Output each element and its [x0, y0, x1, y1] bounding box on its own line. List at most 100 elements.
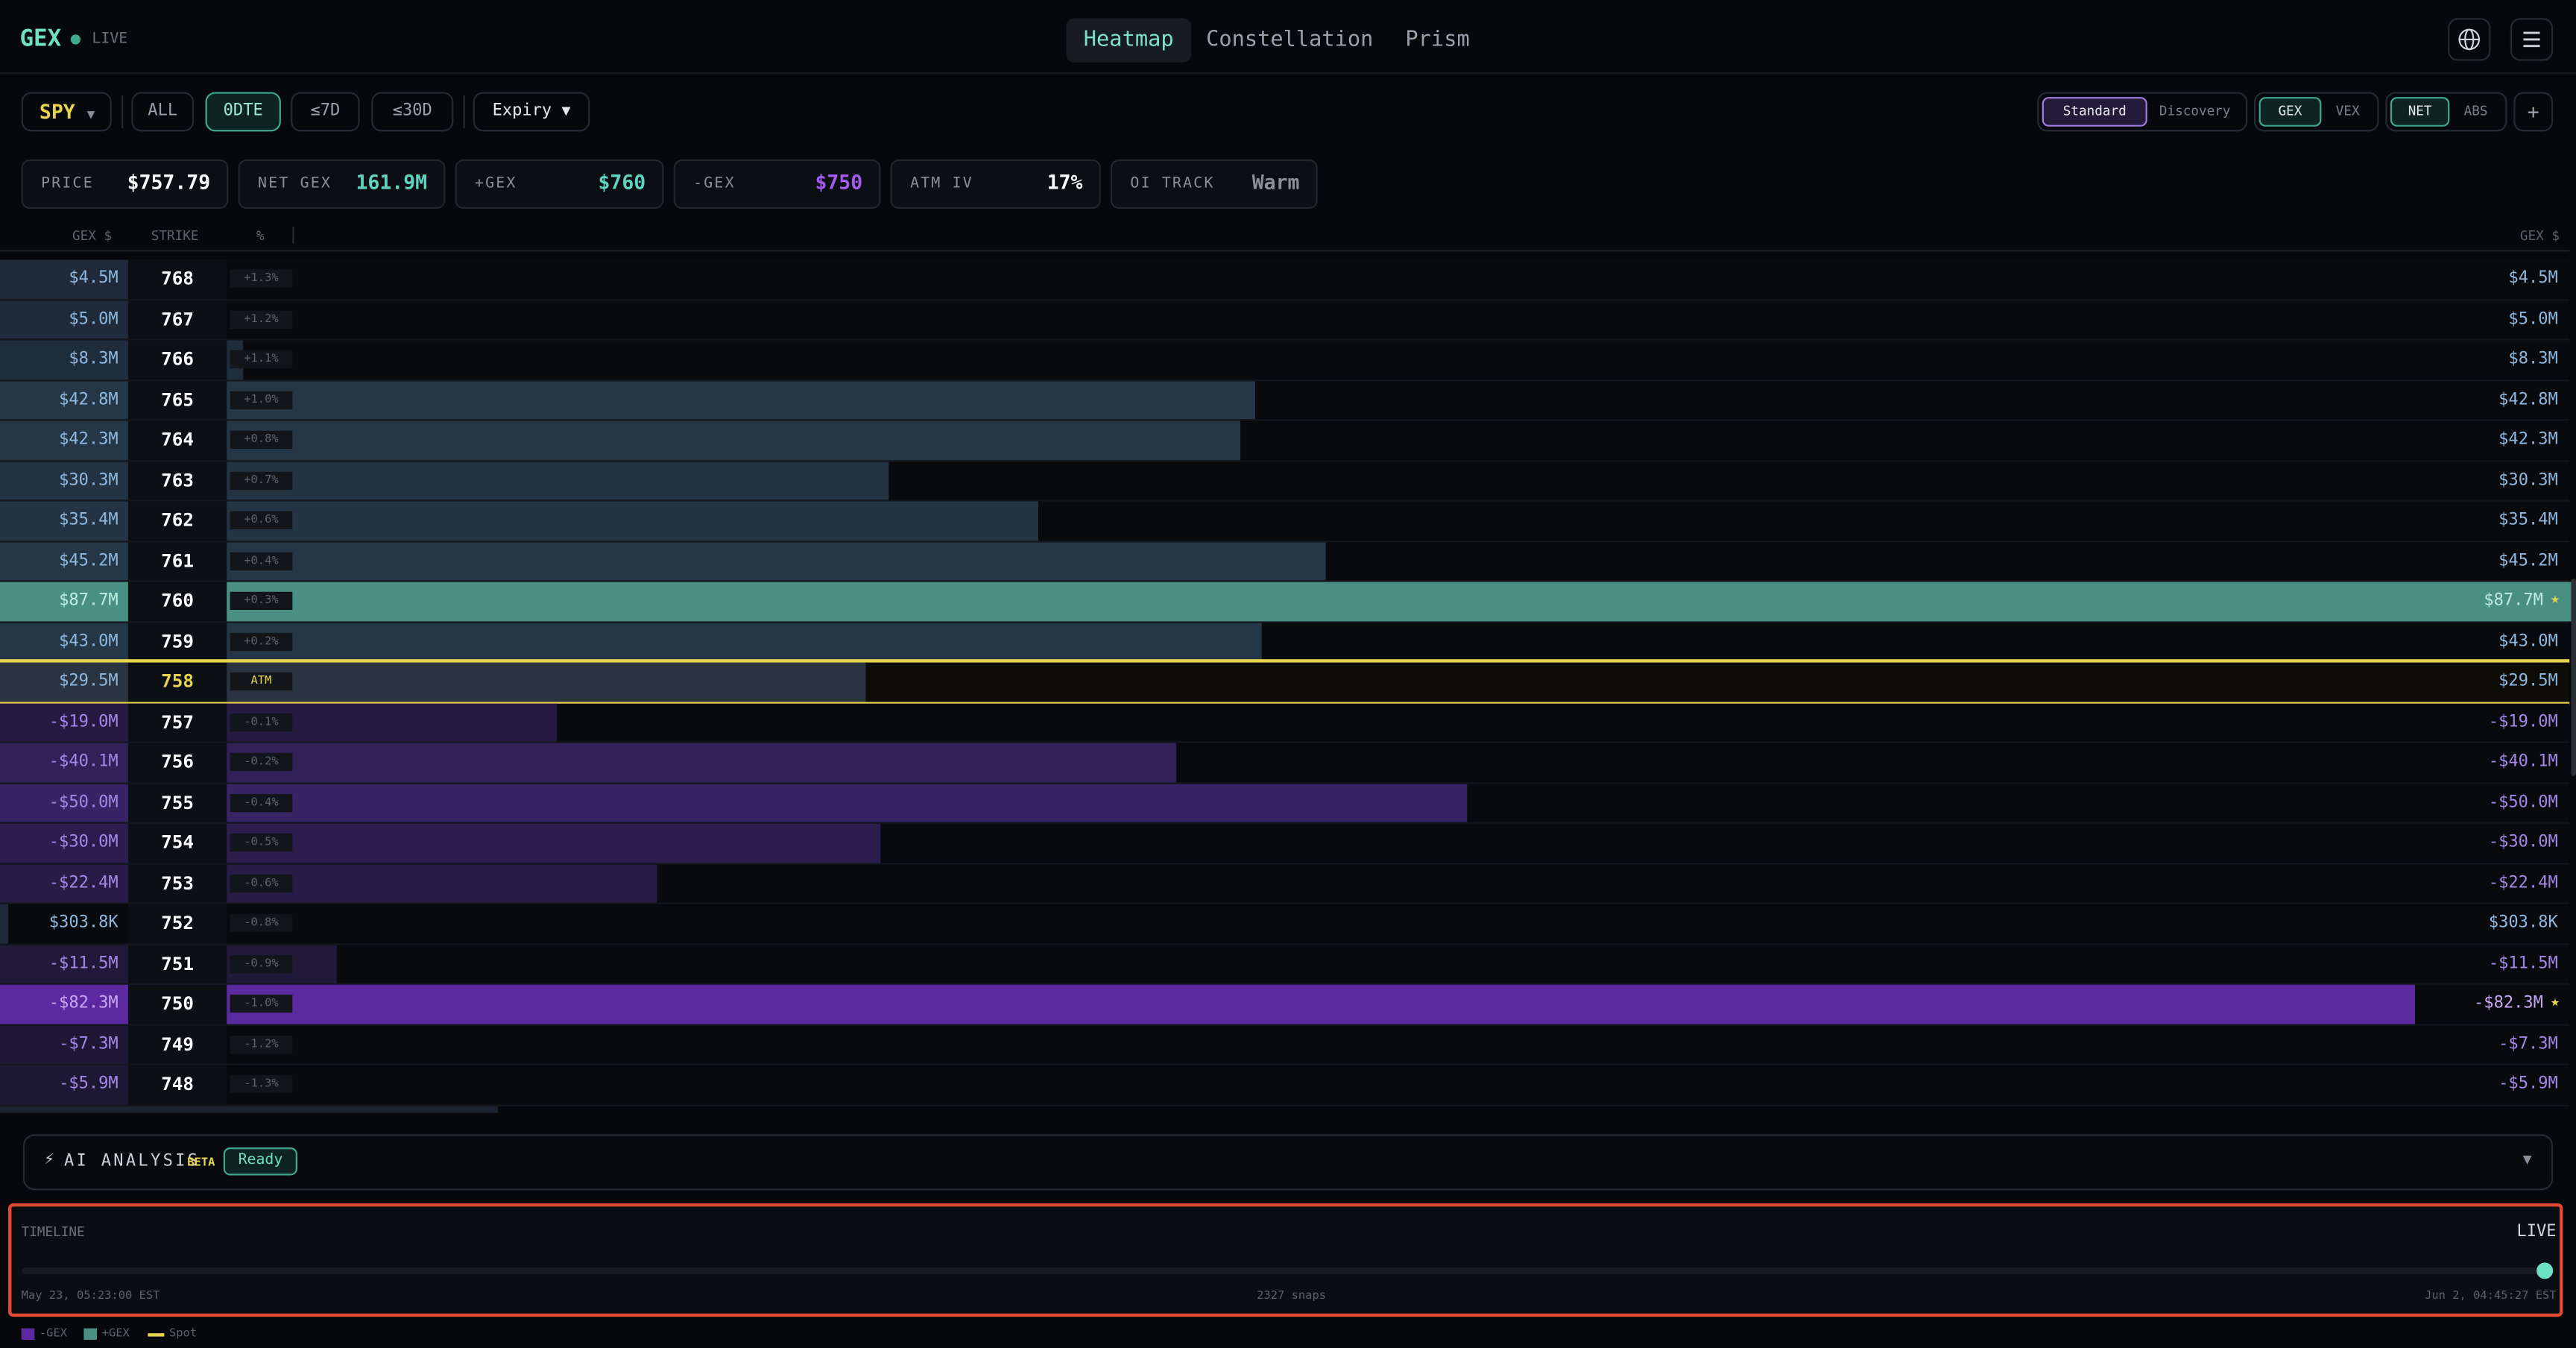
- strike-cell: [127, 783, 227, 822]
- status: LIVE: [92, 31, 128, 48]
- pct-cell: [230, 752, 293, 772]
- toggle[interactable]: VEX: [2335, 103, 2360, 119]
- pct: ATM: [250, 674, 272, 687]
- gex-label: -$50.0M: [48, 793, 119, 812]
- pct: +1.2%: [244, 311, 279, 325]
- strike-row[interactable]: -$50.0M 755 -0.4% -$50.0M: [0, 783, 2570, 824]
- row-divider: [0, 298, 2570, 300]
- toggle[interactable]: Standard: [2042, 97, 2147, 127]
- expiry-filter[interactable]: ≤7D: [291, 92, 360, 132]
- stat-card: OI TRACK Warm: [1110, 159, 1318, 210]
- strike-row[interactable]: $42.3M 764 +0.8% $42.3M: [0, 421, 2570, 462]
- tab[interactable]: Heatmap: [1066, 18, 1191, 63]
- symbol-select[interactable]: SPY ▼: [21, 92, 112, 132]
- strike-row[interactable]: $30.3M 763 +0.7% $30.3M: [0, 461, 2570, 502]
- timeline-track[interactable]: [21, 1267, 2545, 1274]
- pct: +0.6%: [244, 512, 279, 526]
- strike-row[interactable]: -$11.5M 751 -0.9% -$11.5M: [0, 944, 2570, 985]
- row-divider: [0, 1063, 2570, 1065]
- expiry-filter[interactable]: ALL: [131, 92, 195, 132]
- strike: 748: [161, 1073, 194, 1095]
- timeline-handle[interactable]: [2536, 1262, 2554, 1279]
- stat-value: $760: [598, 171, 646, 195]
- timeline-count: 2327 snaps: [1257, 1288, 1327, 1303]
- strike-cell: [127, 380, 227, 420]
- gex-label-right: -$50.0M: [2488, 793, 2558, 812]
- stat-card: +GEX $760: [455, 159, 664, 210]
- toggle[interactable]: NET: [2390, 97, 2450, 127]
- pct: -1.0%: [244, 996, 279, 1010]
- header-divider: [0, 250, 2570, 252]
- stat-card: -GEX $750: [673, 159, 881, 210]
- stat-label: NET GEX: [258, 175, 332, 192]
- timeline-live: LIVE: [2516, 1223, 2557, 1241]
- row-divider: [0, 983, 2570, 985]
- tab[interactable]: Constellation: [1206, 28, 1374, 53]
- toggle-group: [2037, 92, 2248, 132]
- strike-row[interactable]: $4.5M 768 +1.3% $4.5M: [0, 259, 2570, 300]
- gex-bar: [0, 300, 147, 339]
- pct-cell: [230, 591, 293, 611]
- strike-row[interactable]: $35.4M 762 +0.6% $35.4M: [0, 501, 2570, 542]
- pct-cell: [230, 994, 293, 1013]
- pct: +0.7%: [244, 472, 279, 486]
- add-button[interactable]: +: [2513, 92, 2554, 132]
- strike-cell: [127, 622, 227, 661]
- gex-label: $87.7M: [59, 591, 119, 611]
- gex-label: -$5.9M: [59, 1075, 119, 1094]
- legend-swatch: [148, 1333, 165, 1337]
- strike-row[interactable]: -$7.3M 749 -1.2% -$7.3M: [0, 1024, 2570, 1065]
- gex-label-right: $42.3M: [2498, 430, 2558, 449]
- strike-row[interactable]: -$19.0M 757 -0.1% -$19.0M: [0, 702, 2570, 743]
- scrollbar: [2571, 579, 2576, 776]
- row-divider: [0, 580, 2570, 582]
- strike-row[interactable]: $45.2M 761 +0.4% $45.2M: [0, 541, 2570, 582]
- strike-row[interactable]: $303.8K 752 -0.8% $303.8K: [0, 904, 2570, 945]
- strike-row[interactable]: $29.5M 758 ATM $29.5M: [0, 659, 2570, 705]
- strike-row[interactable]: $87.7M 760 +0.3% $87.7M ★: [0, 582, 2573, 623]
- ai-panel[interactable]: ⚡ AI ANALYSIS BETA Ready ▼: [22, 1134, 2554, 1191]
- strike-row[interactable]: -$82.3M 750 -1.0% -$82.3M ★: [0, 984, 2570, 1025]
- strike: 754: [161, 831, 194, 854]
- pct-cell: [230, 873, 293, 892]
- menu-icon: [2523, 31, 2540, 48]
- bolt-icon: ⚡: [44, 1150, 54, 1169]
- gex-label: -$82.3M: [48, 994, 119, 1013]
- pct-cell: [230, 1034, 293, 1053]
- expiry-filter[interactable]: ≤30D: [371, 92, 454, 132]
- legend-swatch: [21, 1328, 35, 1340]
- ai-status: Ready: [223, 1147, 298, 1176]
- menu-button[interactable]: [2510, 18, 2554, 61]
- gex-label-right: $8.3M: [2508, 350, 2558, 368]
- strike-cell: [127, 421, 227, 460]
- gex-label-right: $35.4M: [2498, 511, 2558, 529]
- gex-label-right: -$30.0M: [2488, 833, 2558, 852]
- strike-row[interactable]: $42.8M 765 +1.0% $42.8M: [0, 380, 2570, 421]
- strike-cell: [127, 863, 227, 903]
- timeline: TIMELINE LIVE May 23, 05:23:00 EST 2327 …: [8, 1203, 2563, 1317]
- stat-label: ATM IV: [910, 175, 973, 192]
- stat-label: +GEX: [474, 175, 517, 192]
- live-dot: [70, 34, 81, 45]
- stat-label: PRICE: [41, 175, 94, 192]
- strike-cell: [127, 823, 227, 863]
- strike-row[interactable]: -$5.9M 748 -1.3% -$5.9M: [0, 1065, 2570, 1106]
- strike-row[interactable]: -$40.1M 756 -0.2% -$40.1M: [0, 743, 2570, 784]
- toggle[interactable]: ABS: [2463, 103, 2488, 119]
- heatmap: $4.5M 768 +1.3% $4.5M $5.0M 767 +1.2% $5.0M $8.3…: [0, 259, 2573, 1106]
- strike-row[interactable]: -$22.4M 753 -0.6% -$22.4M: [0, 863, 2570, 904]
- strike: 766: [161, 348, 194, 371]
- toggle[interactable]: Discovery: [2159, 103, 2231, 119]
- expiry-select[interactable]: Expiry ▼: [473, 92, 590, 132]
- strike: 768: [161, 268, 194, 290]
- strike-row[interactable]: -$30.0M 754 -0.5% -$30.0M: [0, 823, 2570, 864]
- strike-cell: [127, 702, 227, 742]
- tab[interactable]: Prism: [1405, 28, 1470, 53]
- globe-button[interactable]: [2448, 18, 2491, 61]
- strike-row[interactable]: $5.0M 767 +1.2% $5.0M: [0, 300, 2570, 341]
- pct-cell: [230, 712, 293, 731]
- expiry-filter[interactable]: 0DTE: [205, 92, 281, 132]
- strike-row[interactable]: $8.3M 766 +1.1% $8.3M: [0, 340, 2570, 381]
- toggle[interactable]: GEX: [2258, 97, 2322, 127]
- strike-row[interactable]: $43.0M 759 +0.2% $43.0M: [0, 622, 2570, 663]
